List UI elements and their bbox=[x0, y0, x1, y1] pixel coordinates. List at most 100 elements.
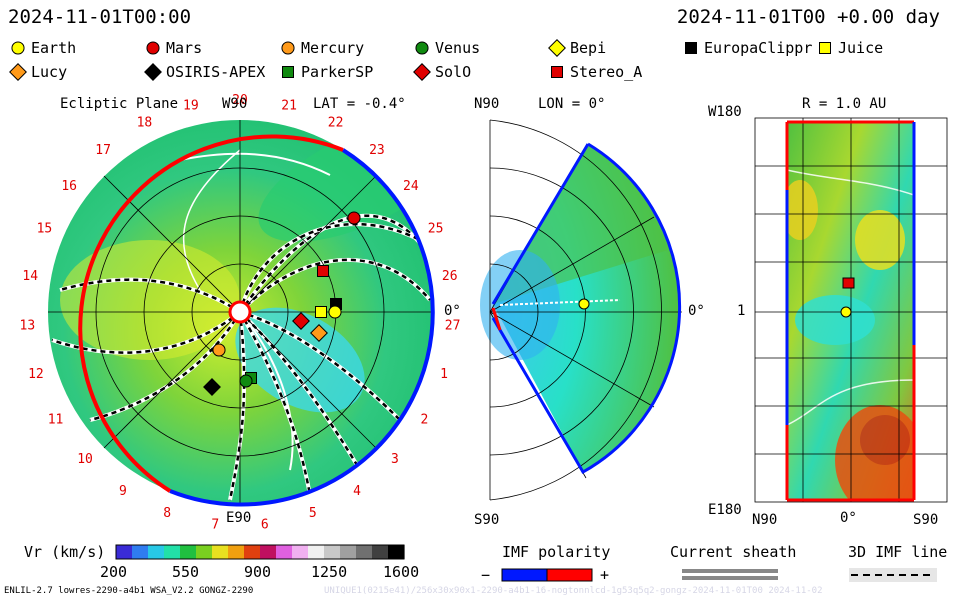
colorbar-segment bbox=[356, 545, 373, 559]
ecliptic-marker-osiris-apex bbox=[203, 378, 221, 396]
meridional-right-label: 0° bbox=[688, 303, 705, 319]
colorbar-segment bbox=[244, 545, 261, 559]
sphere-stereo-a-marker bbox=[842, 277, 855, 289]
ecliptic-lat-label: LAT = -0.4° bbox=[313, 96, 406, 112]
imf-minus-sign: − bbox=[481, 566, 491, 584]
legend-label-mars: Mars bbox=[166, 39, 203, 57]
ecliptic-spacecraft bbox=[203, 211, 361, 396]
carrington-tick-26: 26 bbox=[442, 269, 458, 284]
colorbar-segment bbox=[196, 545, 213, 559]
ecliptic-marker-lucy bbox=[310, 324, 328, 342]
carrington-tick-18: 18 bbox=[137, 116, 153, 131]
legend-label-bepi: Bepi bbox=[570, 39, 607, 57]
legend-marker-venus bbox=[415, 41, 429, 55]
colorbar-segment bbox=[276, 545, 293, 559]
colorbar-tick-900: 900 bbox=[244, 563, 272, 581]
imf-plus-sign: + bbox=[600, 566, 610, 584]
meridional-lon-label: LON = 0° bbox=[538, 96, 606, 112]
colorbar-segment bbox=[132, 545, 149, 559]
legend-markers bbox=[9, 39, 831, 81]
colorbar-segment bbox=[116, 545, 133, 559]
legend-marker-solo bbox=[413, 63, 431, 81]
datetime-right: 2024-11-01T00 +0.00 day bbox=[676, 6, 940, 28]
legend-marker-bepi bbox=[548, 39, 566, 57]
carrington-tick-24: 24 bbox=[403, 179, 419, 194]
ecliptic-marker-solo bbox=[292, 312, 310, 330]
legend-marker-mercury bbox=[281, 41, 295, 55]
carrington-tick-11: 11 bbox=[48, 413, 64, 428]
colorbar-segment bbox=[324, 545, 341, 559]
current-sheath-swatch bbox=[682, 569, 778, 580]
ecliptic-marker-stereo-a bbox=[317, 265, 329, 277]
sphere-mid-left-label: 1 bbox=[737, 303, 746, 319]
legend-marker-juice bbox=[819, 42, 831, 54]
colorbar-segment bbox=[340, 545, 357, 559]
imf-negative-swatch bbox=[501, 568, 548, 582]
legend-marker-earth bbox=[11, 41, 25, 55]
legend-label-earth: Earth bbox=[31, 39, 77, 57]
legend-marker-osiris-apex bbox=[144, 63, 162, 81]
sphere-xlabel-0: 0° bbox=[840, 510, 857, 526]
carrington-tick-15: 15 bbox=[37, 222, 53, 237]
datetime-left: 2024-11-01T00:00 bbox=[8, 6, 192, 28]
carrington-tick-labels: 20 21222324252627123456789101112131415161… bbox=[20, 93, 461, 533]
colorbar-tick-1250: 1250 bbox=[311, 563, 348, 581]
carrington-tick-21: 21 bbox=[281, 99, 297, 114]
colorbar-segment bbox=[372, 545, 389, 559]
imf-polarity-label: IMF polarity bbox=[502, 543, 611, 561]
carrington-tick-23: 23 bbox=[369, 143, 385, 158]
meridional-earth-marker bbox=[578, 298, 590, 310]
legend-marker-stereo-a bbox=[551, 66, 563, 78]
carrington-tick-20: 20 bbox=[232, 93, 248, 108]
meridional-top-label: N90 bbox=[474, 96, 500, 112]
meridional-bottom-label: S90 bbox=[474, 512, 500, 528]
legend-marker-parkersp bbox=[282, 66, 294, 78]
carrington-tick-27: 27 bbox=[445, 318, 461, 333]
colorbar-tick-1600: 1600 bbox=[383, 563, 420, 581]
carrington-tick-22: 22 bbox=[328, 116, 344, 131]
carrington-tick-14: 14 bbox=[22, 269, 38, 284]
footer-run-id: UNIQUE1(0215e41)/256x30x90x1-2290-a4b1-1… bbox=[324, 586, 823, 596]
carrington-tick-9: 9 bbox=[119, 484, 127, 499]
sphere-top-left-label: W180 bbox=[708, 104, 742, 120]
colorbar-segment bbox=[212, 545, 229, 559]
ecliptic-bottom-label: E90 bbox=[226, 510, 252, 526]
carrington-tick-16: 16 bbox=[61, 179, 77, 194]
colorbar-tick-550: 550 bbox=[172, 563, 200, 581]
ecliptic-marker-juice bbox=[315, 306, 327, 318]
legend-label-lucy: Lucy bbox=[31, 63, 68, 81]
ecliptic-marker-mercury bbox=[212, 343, 226, 357]
colorbar-segment bbox=[292, 545, 309, 559]
carrington-tick-2: 2 bbox=[421, 413, 429, 428]
carrington-tick-10: 10 bbox=[77, 452, 93, 467]
legend-label-juice: Juice bbox=[838, 39, 884, 57]
colorbar-segment bbox=[228, 545, 245, 559]
legend-marker-europaclippr bbox=[685, 42, 697, 54]
ecliptic-marker-venus bbox=[239, 374, 253, 388]
carrington-tick-1: 1 bbox=[440, 367, 448, 382]
legend-marker-mars bbox=[146, 41, 160, 55]
meridional-plane bbox=[480, 119, 682, 501]
ecliptic-imf-boundary bbox=[78, 134, 435, 507]
sphere-xlabel-s90: S90 bbox=[913, 512, 939, 528]
ecliptic-plane: 20 21222324252627123456789101112131415161… bbox=[20, 93, 461, 533]
carrington-tick-12: 12 bbox=[28, 367, 44, 382]
carrington-tick-7: 7 bbox=[211, 518, 219, 533]
sun-marker bbox=[228, 300, 252, 324]
ecliptic-title: Ecliptic Plane bbox=[60, 96, 179, 112]
legend-label-venus: Venus bbox=[435, 39, 481, 57]
imf-positive-swatch bbox=[546, 568, 593, 582]
ecliptic-marker-mars bbox=[347, 211, 361, 225]
carrington-tick-4: 4 bbox=[353, 484, 361, 499]
ecliptic-marker-earth bbox=[328, 305, 342, 319]
sphere-bottom-left-label: E180 bbox=[708, 502, 742, 518]
colorbar-segment bbox=[388, 545, 405, 559]
ecliptic-right-label: 0° bbox=[444, 303, 461, 319]
colorbar-segment bbox=[164, 545, 181, 559]
sphere-map bbox=[754, 117, 948, 503]
sphere-earth-marker bbox=[840, 306, 852, 318]
imf3d-line-swatch bbox=[849, 568, 937, 582]
carrington-tick-13: 13 bbox=[20, 318, 36, 333]
carrington-tick-17: 17 bbox=[95, 143, 111, 158]
